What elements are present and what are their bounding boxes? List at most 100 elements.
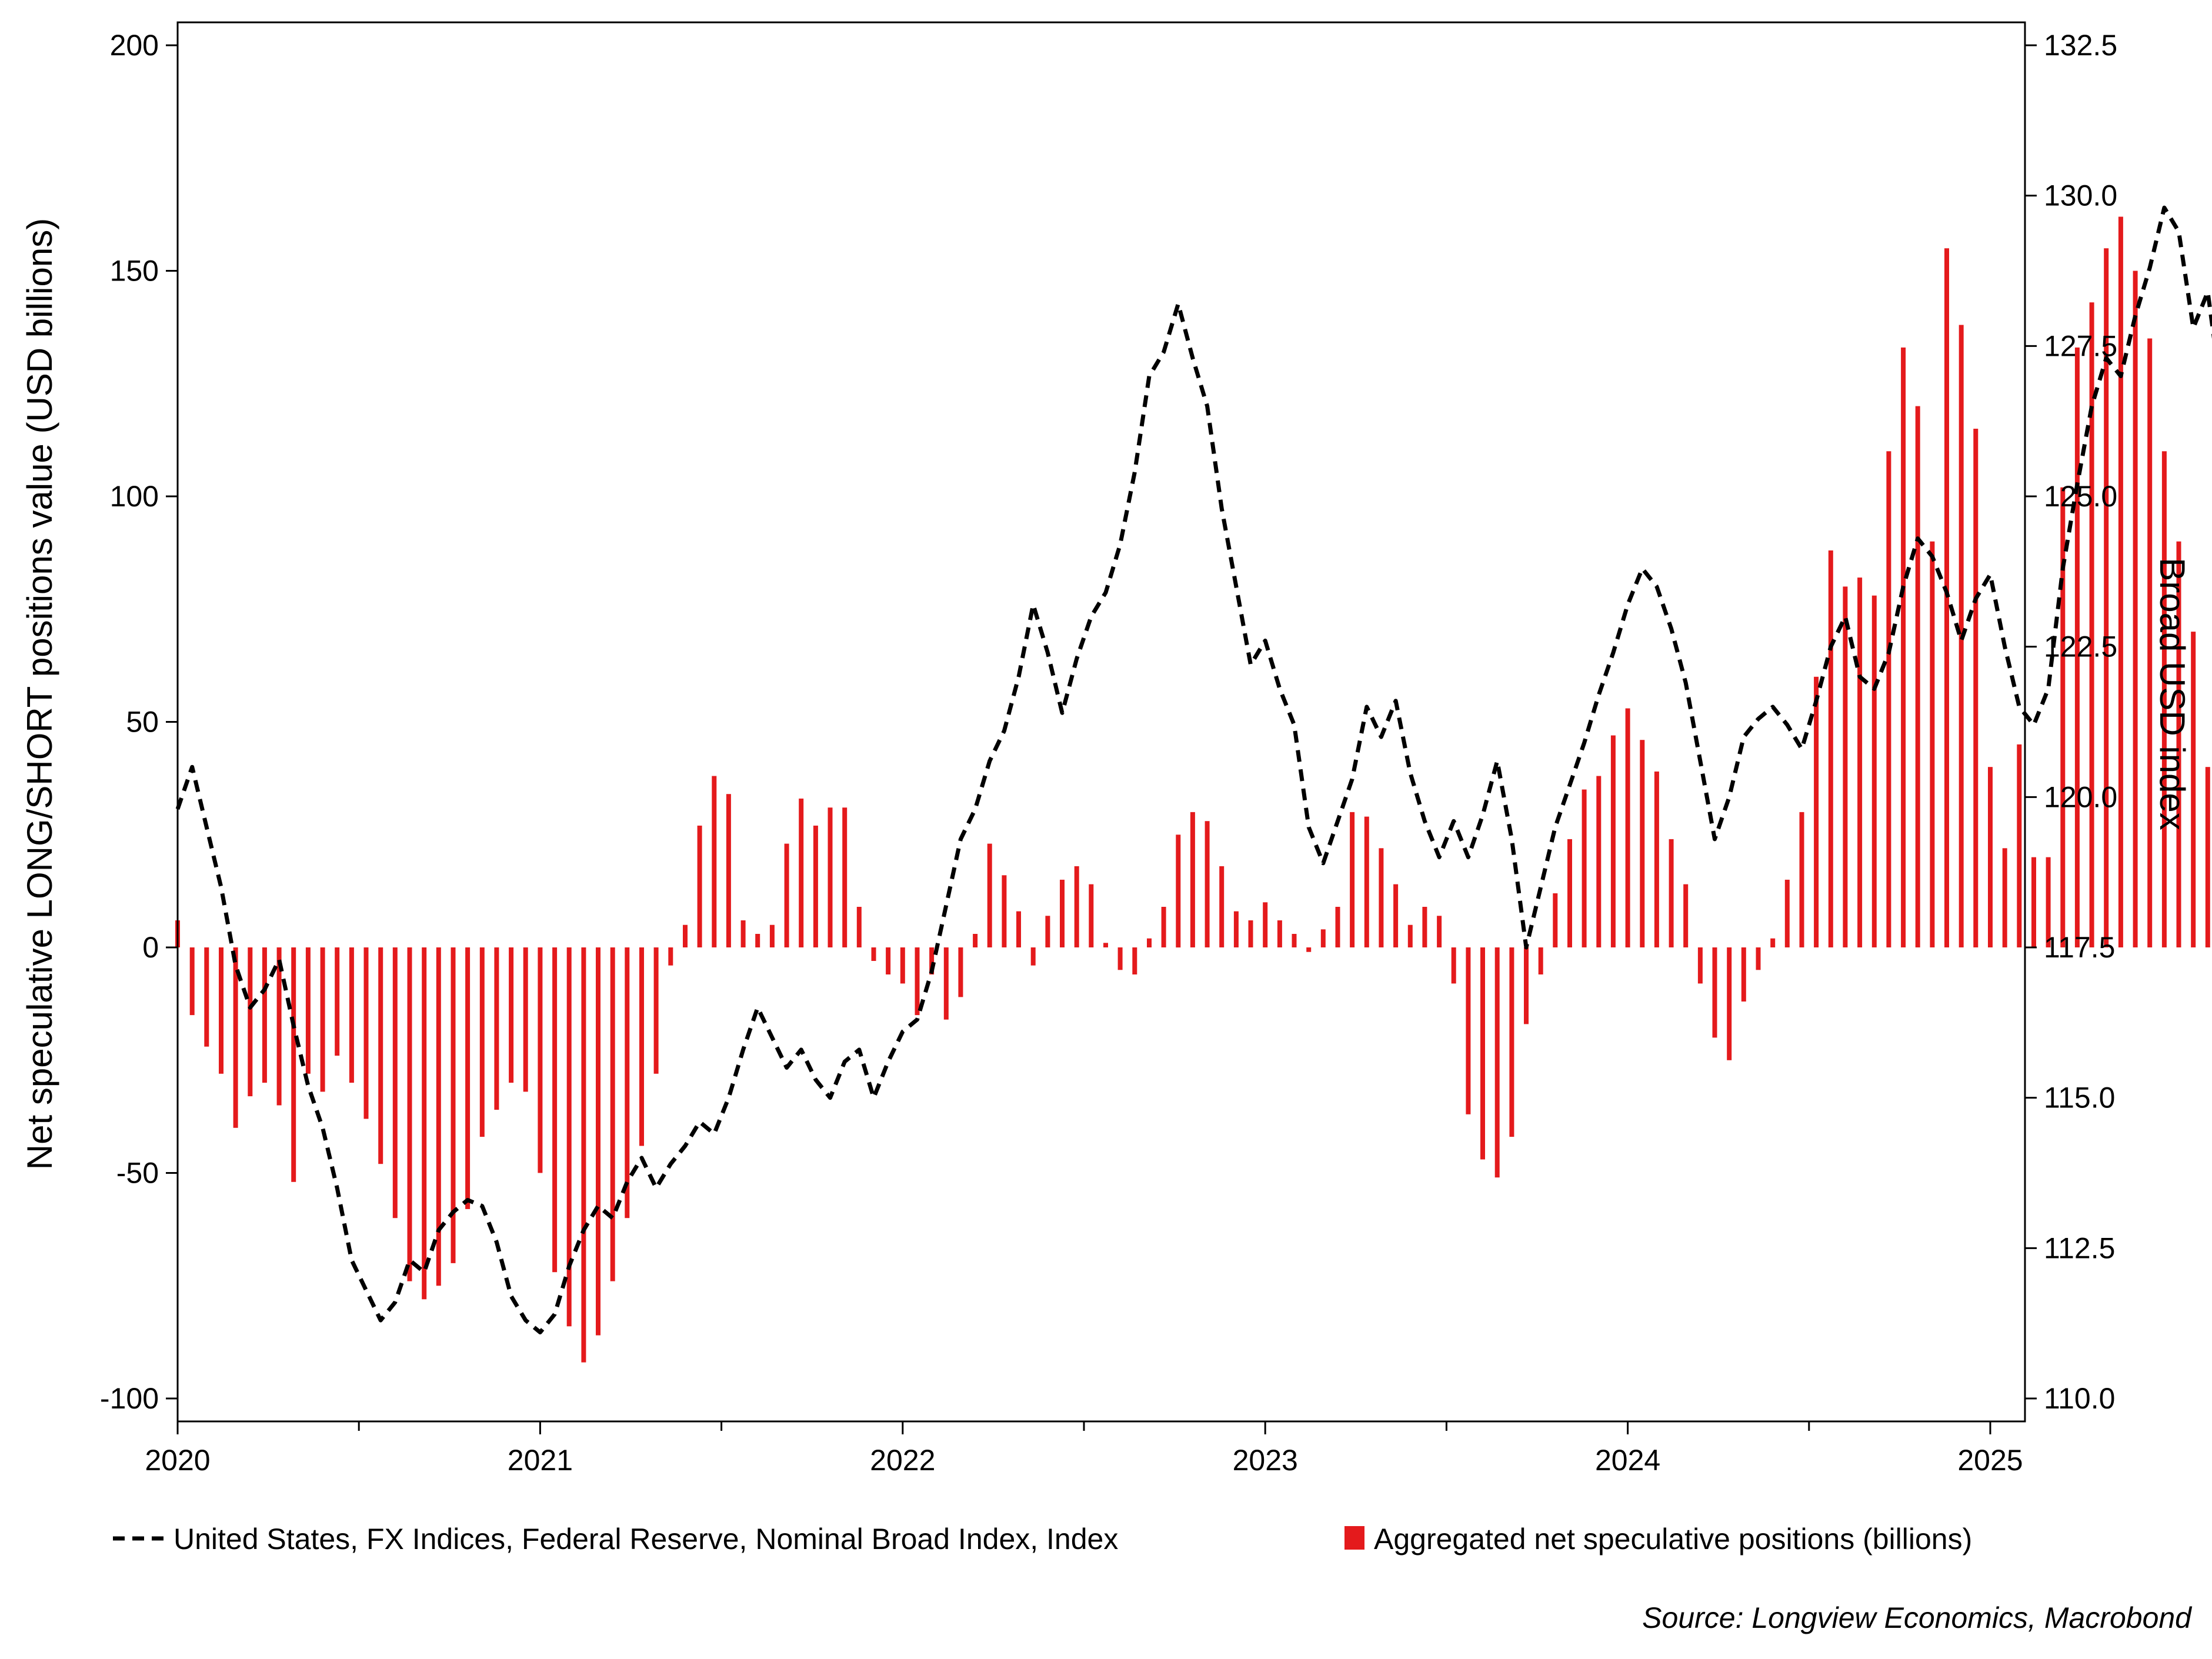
bar-110: [1770, 938, 1776, 947]
right-axis-title: Broad USD index: [2153, 558, 2192, 830]
bar-38: [726, 794, 731, 947]
left-tick-label-2: 0: [142, 931, 159, 964]
right-tick-label-1: 112.5: [2044, 1231, 2115, 1264]
bar-87: [1437, 916, 1442, 947]
bar-91: [1494, 947, 1500, 1178]
bar-98: [1596, 776, 1602, 947]
bar-8: [291, 947, 296, 1182]
bar-45: [828, 807, 833, 947]
bar-33: [653, 947, 659, 1074]
bar-97: [1582, 789, 1587, 947]
legend-bar-label: Aggregated net speculative positions (bi…: [1374, 1523, 1972, 1555]
bar-51: [915, 947, 920, 1016]
bar-43: [799, 798, 804, 947]
bar-54: [958, 947, 963, 997]
bar-53: [943, 947, 949, 1020]
bar-99: [1610, 735, 1616, 947]
bar-1: [189, 947, 195, 1016]
bar-66: [1132, 947, 1137, 974]
bar-55: [973, 934, 978, 947]
bar-108: [1741, 947, 1746, 1002]
bar-85: [1407, 924, 1413, 947]
bars-layer: [175, 216, 2210, 1363]
left-tick-label-4: 100: [110, 480, 159, 513]
bar-46: [842, 807, 848, 947]
bar-109: [1756, 947, 1761, 970]
bar-10: [320, 947, 325, 1092]
right-tick-label-9: 132.5: [2044, 29, 2117, 62]
bar-90: [1480, 947, 1485, 1160]
left-tick-label-3: 50: [126, 706, 159, 739]
bar-58: [1016, 911, 1021, 947]
left-tick-label-0: -100: [100, 1382, 159, 1415]
bar-75: [1263, 902, 1268, 947]
bar-84: [1393, 884, 1399, 947]
bar-12: [349, 947, 354, 1083]
bar-131: [2074, 347, 2080, 947]
bar-106: [1712, 947, 1717, 1038]
left-tick-label-5: 150: [110, 255, 159, 288]
bar-93: [1524, 947, 1529, 1024]
bar-60: [1045, 916, 1050, 947]
bar-74: [1248, 920, 1253, 947]
bar-115: [1843, 586, 1848, 947]
bar-81: [1350, 812, 1355, 947]
bar-117: [1871, 595, 1877, 947]
bar-83: [1379, 848, 1384, 947]
bar-76: [1277, 920, 1282, 947]
bar-42: [784, 843, 789, 947]
bar-5: [248, 947, 253, 1097]
bar-24: [523, 947, 528, 1092]
bar-88: [1451, 947, 1456, 984]
bar-103: [1669, 839, 1674, 947]
x-axis: 2020 2021 2022 2023 2024 2025: [145, 1421, 2023, 1477]
bar-121: [1930, 541, 1935, 947]
bar-114: [1828, 550, 1833, 947]
left-axis: -100 -50 0 50 100 150 200: [100, 29, 178, 1415]
bar-16: [407, 947, 412, 1281]
x-tick-label-0: 2020: [145, 1444, 210, 1477]
bar-116: [1857, 578, 1863, 947]
bar-23: [509, 947, 514, 1083]
bar-138: [2176, 541, 2181, 947]
legend-line-label: United States, FX Indices, Federal Reser…: [174, 1523, 1118, 1555]
bar-22: [494, 947, 499, 1110]
bar-79: [1320, 929, 1326, 947]
source-note: Source: Longview Economics, Macrobond: [1642, 1601, 2193, 1634]
bar-140: [2205, 767, 2210, 947]
bar-34: [668, 947, 673, 966]
bar-118: [1886, 451, 1891, 947]
bar-120: [1915, 406, 1920, 947]
right-tick-label-6: 125.0: [2044, 480, 2117, 513]
bar-11: [335, 947, 340, 1056]
bar-61: [1060, 879, 1065, 947]
bar-36: [697, 825, 702, 947]
bar-29: [596, 947, 600, 1336]
bar-64: [1103, 943, 1108, 947]
bar-13: [363, 947, 369, 1119]
bar-32: [639, 947, 644, 1146]
bar-107: [1727, 947, 1732, 1060]
bar-67: [1147, 938, 1152, 947]
legend: United States, FX Indices, Federal Reser…: [113, 1523, 1972, 1555]
bar-9: [305, 947, 311, 1074]
bar-133: [2104, 248, 2109, 948]
bar-69: [1176, 834, 1181, 948]
bar-92: [1509, 947, 1514, 1137]
bar-95: [1553, 893, 1558, 947]
bar-2: [204, 947, 209, 1047]
bar-39: [740, 920, 746, 947]
bar-18: [436, 947, 441, 1286]
bar-6: [262, 947, 267, 1083]
bar-89: [1466, 947, 1471, 1114]
bar-73: [1233, 911, 1239, 947]
bar-14: [378, 947, 383, 1164]
bar-35: [683, 924, 688, 947]
bar-71: [1205, 821, 1210, 947]
bar-72: [1219, 866, 1225, 947]
bar-52: [929, 947, 935, 974]
bar-48: [871, 947, 876, 961]
bar-17: [422, 947, 427, 1300]
